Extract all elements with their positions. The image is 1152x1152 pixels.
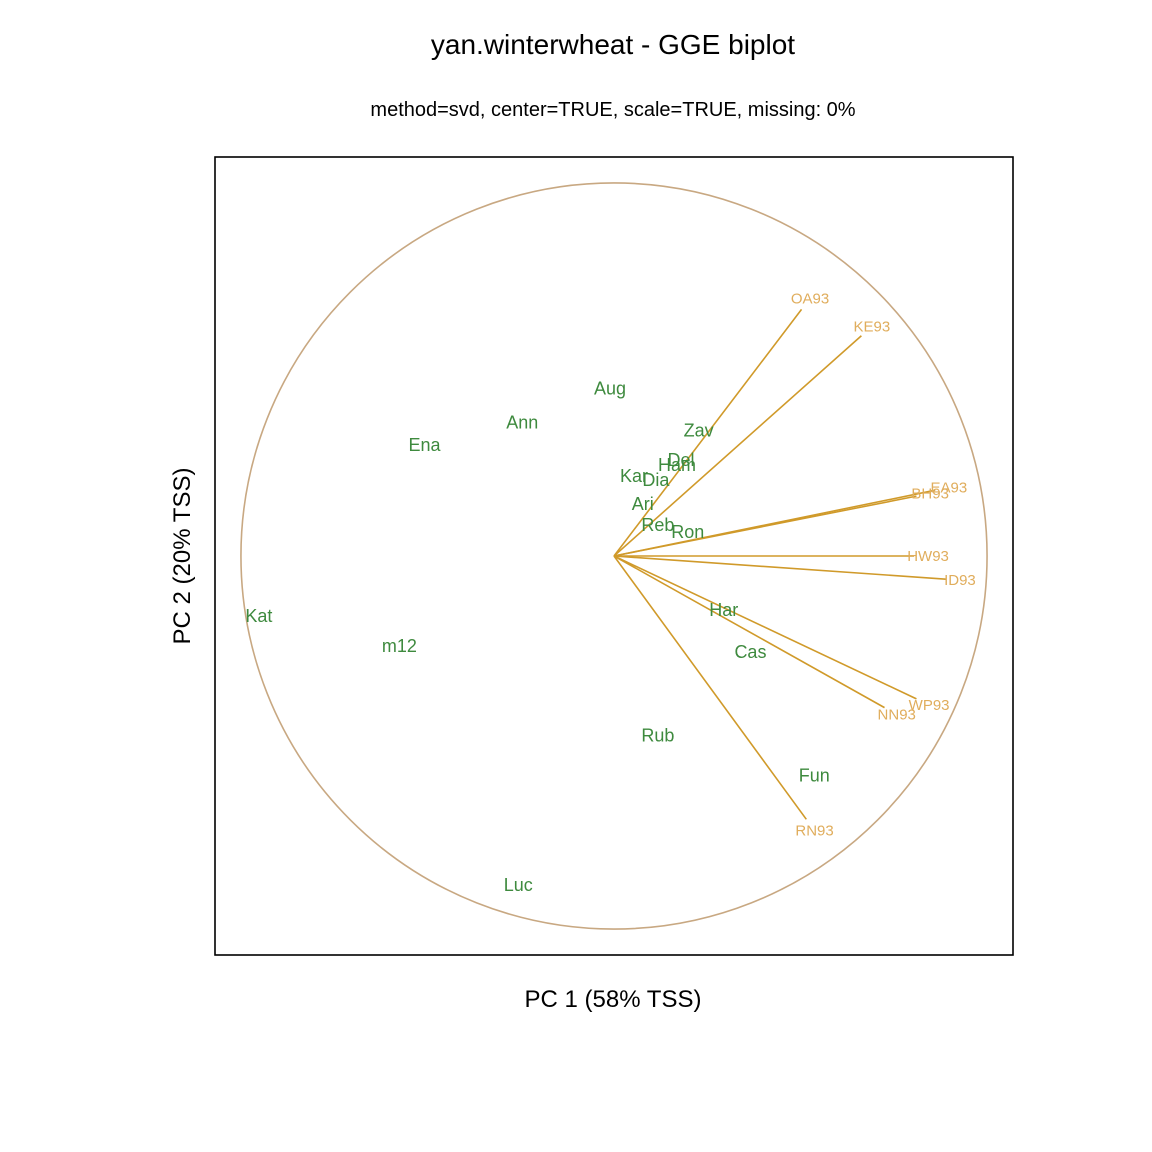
environment-vector-id93 xyxy=(613,555,947,580)
genotype-label-luc: Luc xyxy=(504,875,533,895)
genotype-label-fun: Fun xyxy=(799,765,830,785)
genotype-label-ena: Ena xyxy=(408,435,441,455)
genotype-label-reb: Reb xyxy=(641,515,674,535)
environment-label-ke93: KE93 xyxy=(853,318,890,335)
environment-label-ea93: EA93 xyxy=(931,479,968,496)
environment-vector-nn93 xyxy=(613,555,885,709)
environment-vector-rn93 xyxy=(613,555,807,820)
environment-label-id93: ID93 xyxy=(944,572,976,589)
genotype-label-kar: Kar xyxy=(620,466,648,486)
y-axis-label: PC 2 (20% TSS) xyxy=(169,468,196,645)
environment-label-rn93: RN93 xyxy=(795,823,833,840)
unit-circle xyxy=(240,182,988,930)
genotype-label-del: Del xyxy=(668,450,695,470)
environment-label-hw93: HW93 xyxy=(907,548,949,565)
genotype-label-ari: Ari xyxy=(632,494,654,514)
x-axis-label: PC 1 (58% TSS) xyxy=(525,986,702,1013)
genotype-label-dia: Dia xyxy=(642,470,670,490)
genotype-label-har: Har xyxy=(709,600,738,620)
genotype-label-rub: Rub xyxy=(641,726,674,746)
environment-vector-oa93 xyxy=(613,308,803,557)
environment-label-bh93: BH93 xyxy=(911,485,949,502)
environment-label-wp93: WP93 xyxy=(909,697,950,714)
environment-label-oa93: OA93 xyxy=(791,290,829,307)
environment-vector-ke93 xyxy=(613,335,862,557)
environment-vector-bh93 xyxy=(613,495,917,557)
genotype-label-cas: Cas xyxy=(734,642,766,662)
environment-vectors xyxy=(613,308,947,820)
genotype-label-zav: Zav xyxy=(684,420,714,440)
chart-subtitle: method=svd, center=TRUE, scale=TRUE, mis… xyxy=(370,99,855,121)
genotype-label-ann: Ann xyxy=(506,412,538,432)
genotype-label-ham: Ham xyxy=(658,455,696,475)
genotype-label-m12: m12 xyxy=(382,636,417,656)
genotype-label-ron: Ron xyxy=(671,522,704,542)
environment-vector-wp93 xyxy=(613,555,917,700)
genotype-label-kat: Kat xyxy=(245,606,272,626)
genotype-label-aug: Aug xyxy=(594,378,626,398)
chart-title: yan.winterwheat - GGE biplot xyxy=(431,29,795,60)
environment-label-nn93: NN93 xyxy=(878,706,916,723)
plot-frame xyxy=(214,156,1014,956)
